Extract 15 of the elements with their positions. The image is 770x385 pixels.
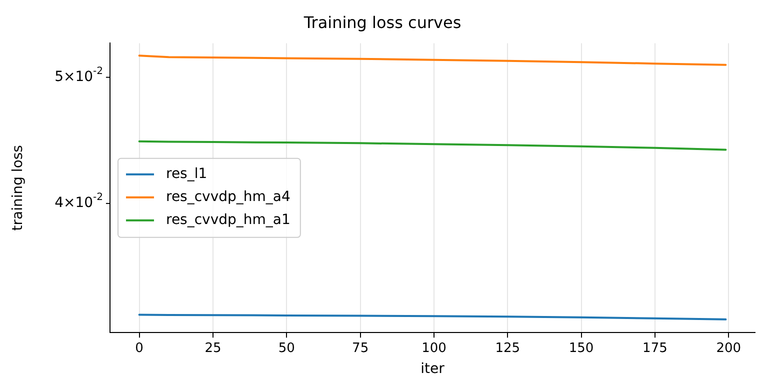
legend-label: res_l1 <box>166 166 208 182</box>
x-axis-title: iter <box>420 361 445 378</box>
x-tick-label: 0 <box>135 340 144 356</box>
x-tick-label: 175 <box>642 340 668 356</box>
x-tick-label: 50 <box>278 340 295 356</box>
chart-title: Training loss curves <box>302 12 462 32</box>
x-tick-label: 150 <box>568 340 594 356</box>
x-tick-label: 75 <box>352 340 369 356</box>
legend-label: res_cvvdp_hm_a4 <box>166 189 290 206</box>
x-tick-label: 25 <box>204 340 222 356</box>
x-tick-label: 200 <box>716 340 742 356</box>
x-tick-label: 100 <box>422 340 446 356</box>
y-axis-title: training loss <box>10 145 26 231</box>
x-tick-label: 125 <box>495 340 520 356</box>
legend-label: res_cvvdp_hm_a1 <box>166 212 290 228</box>
